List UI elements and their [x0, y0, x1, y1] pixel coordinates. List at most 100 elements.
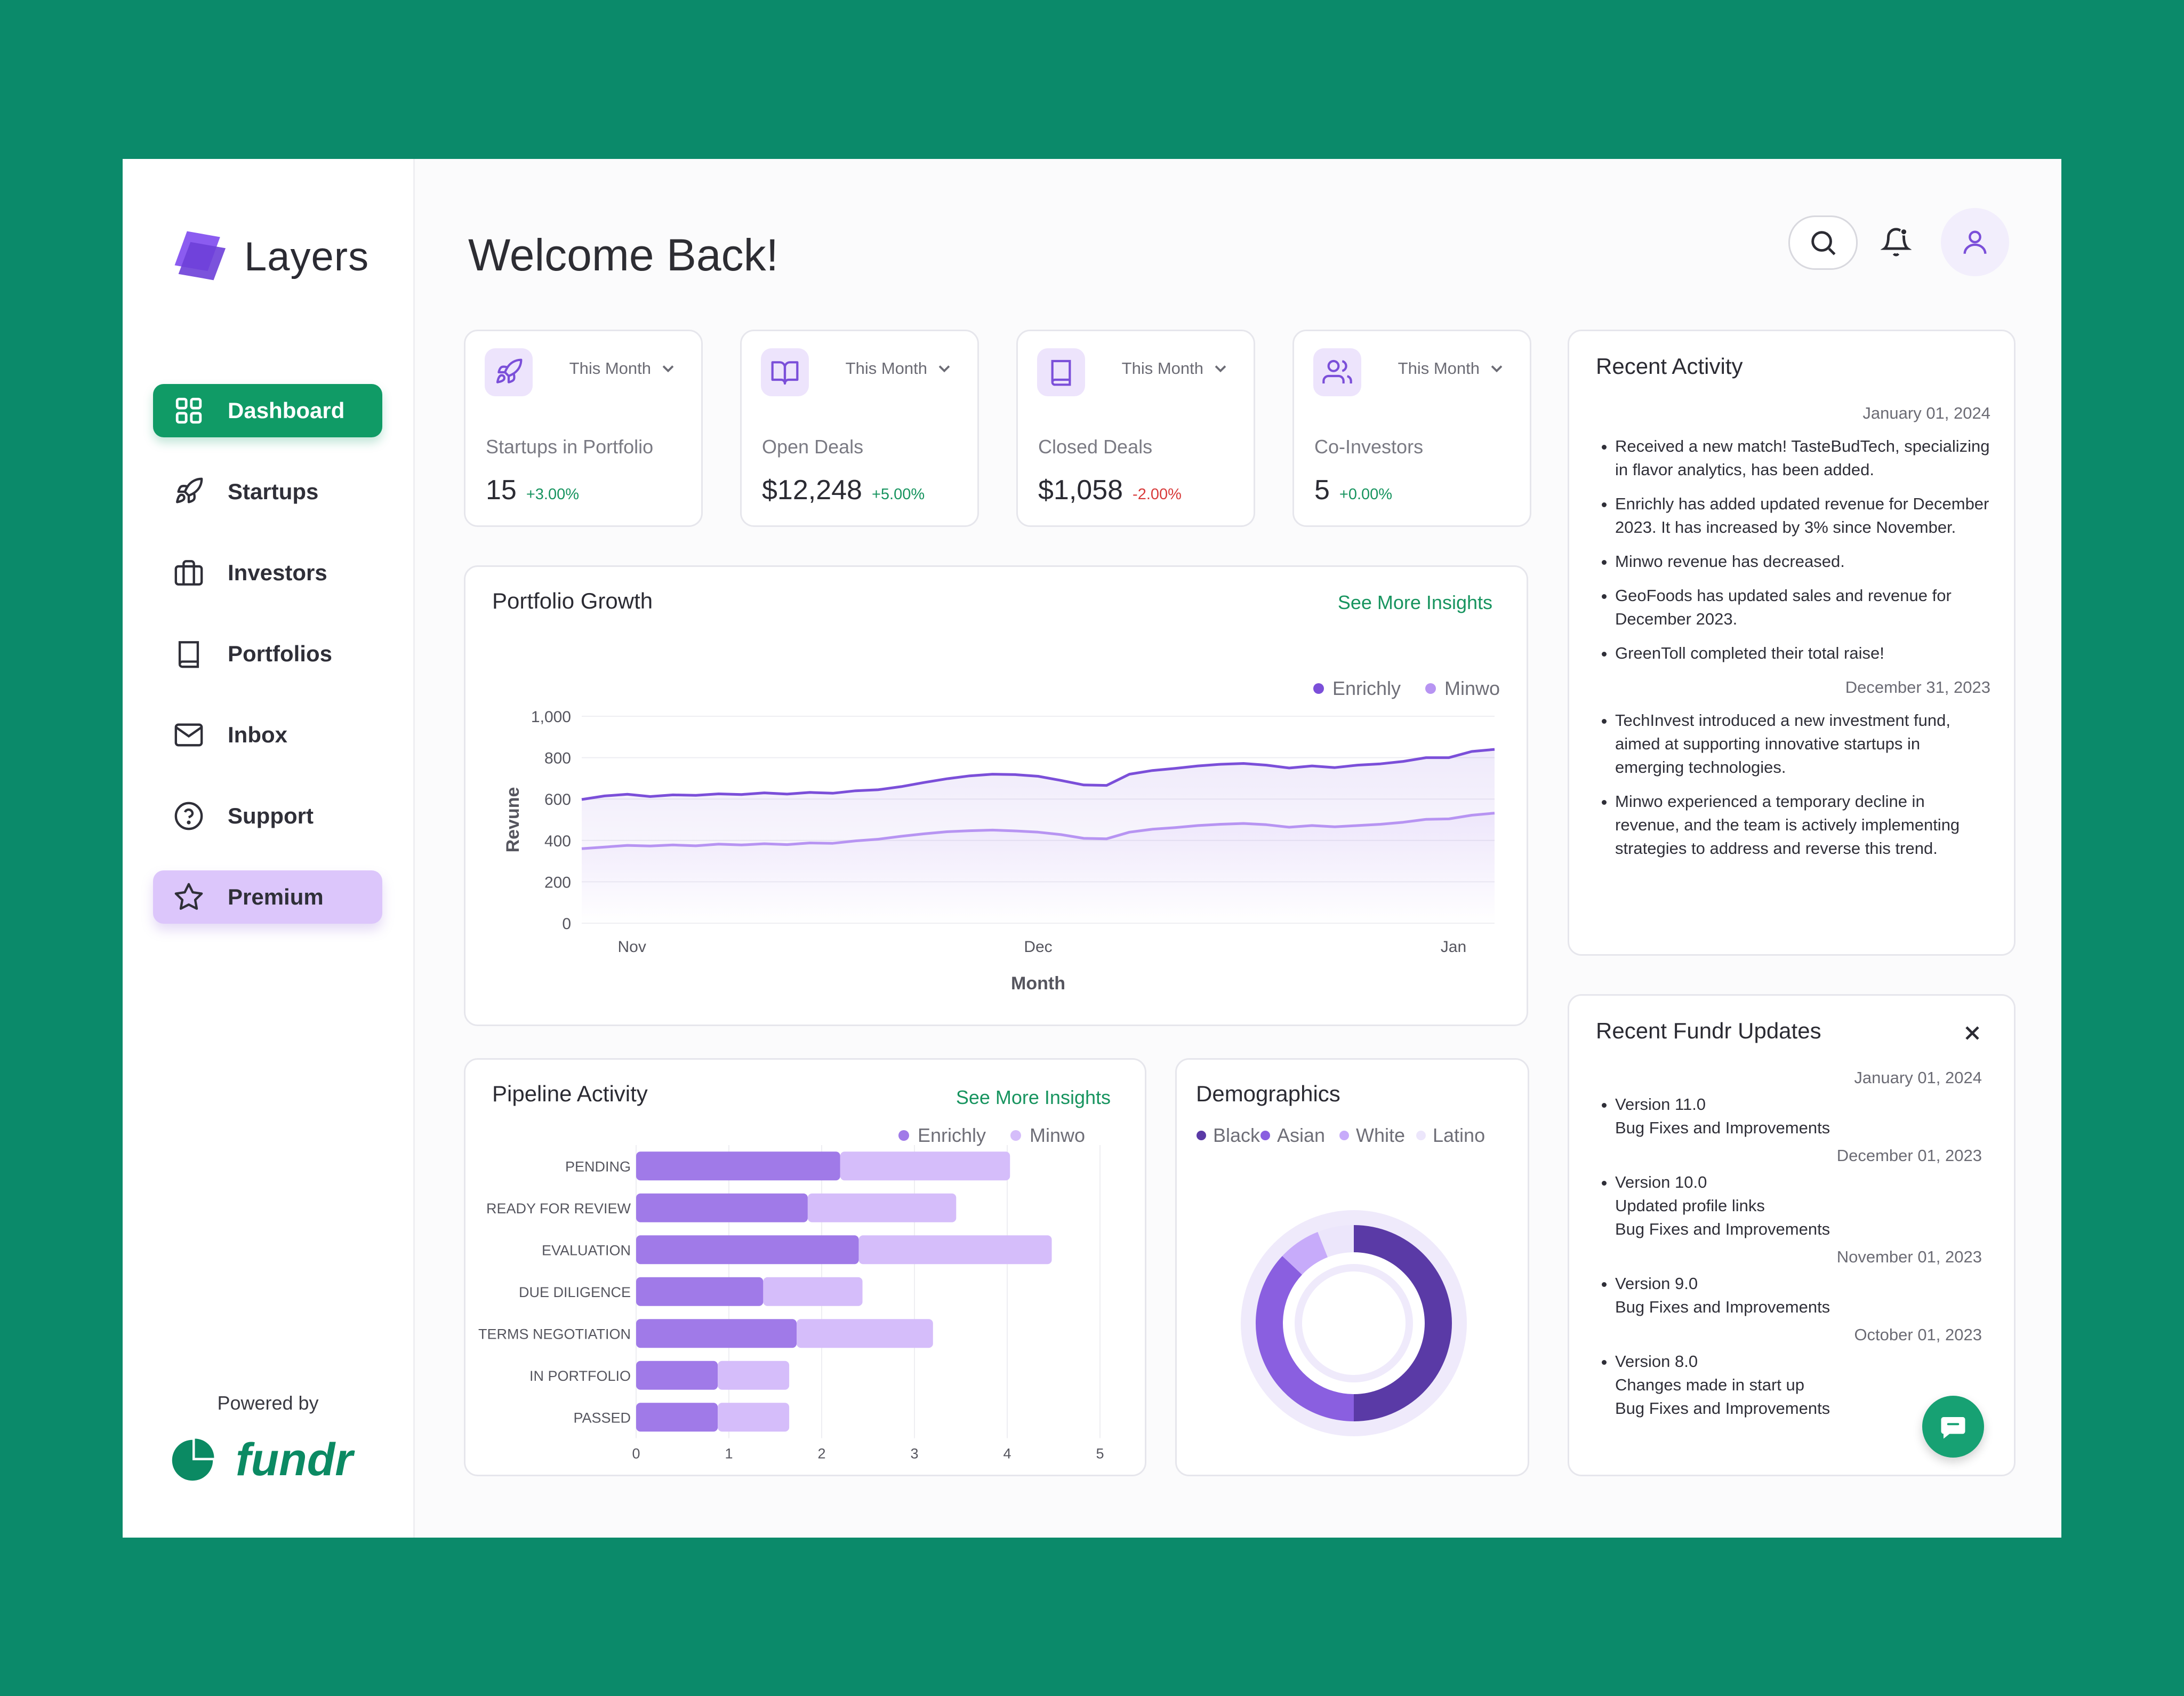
- stat-value: 5: [1314, 475, 1330, 506]
- rocket-icon: [176, 477, 203, 503]
- help-icon: [174, 802, 203, 830]
- category-label: PASSED: [573, 1410, 631, 1426]
- briefcase-icon: [174, 560, 203, 586]
- stat-icon-badge: [761, 348, 809, 396]
- stat-label: Startups in Portfolio: [486, 436, 654, 458]
- update-version: Version 8.0: [1615, 1352, 1698, 1371]
- card-title: Portfolio Growth: [492, 588, 653, 613]
- stat-value-row: 15 +3.00%: [486, 474, 579, 506]
- sidebar-item-investors[interactable]: Investors: [153, 546, 382, 599]
- sidebar-item-startups[interactable]: Startups: [153, 465, 382, 518]
- bar-segment: [636, 1277, 764, 1306]
- stat-card-startups[interactable]: This Month Startups in Portfolio 15 +3.0…: [464, 330, 703, 527]
- y-tick-label: 1,000: [531, 708, 571, 726]
- list-item: Version 10.0 Updated profile links Bug F…: [1615, 1171, 1982, 1241]
- pie-slice: [1282, 1231, 1328, 1275]
- legend-marker: [1339, 1131, 1349, 1140]
- update-note: Bug Fixes and Improvements: [1615, 1118, 1830, 1137]
- sidebar-item-label: Investors: [228, 560, 327, 585]
- sidebar-item-dashboard[interactable]: Dashboard: [153, 384, 382, 437]
- list-item: GreenToll completed their total raise!: [1615, 642, 1990, 665]
- open-book-icon: [771, 361, 799, 385]
- profile-button[interactable]: [1941, 208, 2009, 276]
- update-version: Version 10.0: [1615, 1173, 1707, 1191]
- sidebar-item-inbox[interactable]: Inbox: [153, 708, 382, 762]
- update-date: January 01, 2024: [1854, 1068, 1982, 1087]
- chat-button[interactable]: [1922, 1396, 1984, 1458]
- x-tick-label: 2: [817, 1446, 825, 1462]
- period-dropdown[interactable]: This Month: [846, 359, 954, 378]
- list-item: Minwo revenue has decreased.: [1615, 550, 1990, 573]
- legend-label: White: [1356, 1124, 1405, 1146]
- pie-slice: [1354, 1225, 1452, 1421]
- stat-card-open-deals[interactable]: This Month Open Deals $12,248 +5.00%: [740, 330, 979, 527]
- y-tick-label: 800: [544, 750, 571, 767]
- sidebar-item-support[interactable]: Support: [153, 789, 382, 843]
- notifications-button[interactable]: [1869, 215, 1923, 269]
- layers-logo-icon: [174, 231, 226, 281]
- stat-change: +3.00%: [526, 486, 580, 503]
- stat-label: Co-Investors: [1314, 436, 1424, 458]
- activity-date: December 31, 2023: [1845, 678, 1990, 697]
- stat-change: +5.00%: [871, 486, 925, 503]
- period-dropdown[interactable]: This Month: [1122, 359, 1230, 378]
- sidebar-item-premium[interactable]: Premium: [153, 870, 382, 924]
- rocket-icon: [496, 358, 523, 383]
- period-label: This Month: [1398, 359, 1480, 378]
- search-button[interactable]: [1788, 215, 1858, 270]
- fundr-pie-icon: [172, 1438, 214, 1481]
- pie-slice: [1255, 1256, 1354, 1421]
- fundr-logo[interactable]: fundr: [168, 1434, 353, 1486]
- category-label: IN PORTFOLIO: [529, 1368, 631, 1384]
- fundr-brand: fundr: [236, 1434, 353, 1485]
- sidebar-item-label: Inbox: [228, 722, 287, 747]
- demographics-chart: Black Asian White Latino: [1197, 1124, 1485, 1436]
- chat-bubble-icon: [1941, 1417, 1965, 1439]
- sidebar-item-portfolios[interactable]: Portfolios: [153, 627, 382, 681]
- category-label: PENDING: [565, 1158, 631, 1174]
- bar-segment: [636, 1151, 840, 1181]
- update-note: Bug Fixes and Improvements: [1615, 1399, 1830, 1418]
- update-date: December 01, 2023: [1836, 1146, 1982, 1165]
- update-note: Changes made in start up: [1615, 1375, 1804, 1394]
- legend-marker: [1425, 683, 1436, 694]
- close-icon[interactable]: [1961, 1021, 1984, 1045]
- period-dropdown[interactable]: This Month: [1398, 359, 1506, 378]
- category-label: TERMS NEGOTIATION: [478, 1326, 631, 1342]
- sidebar: Layers Dashboard Startups: [123, 159, 415, 1538]
- card-title: Demographics: [1196, 1081, 1340, 1106]
- brand-logo[interactable]: Layers: [168, 225, 369, 288]
- bar-segment: [636, 1361, 718, 1390]
- star-icon: [174, 883, 203, 910]
- card-title: Recent Activity: [1596, 354, 1743, 379]
- legend-marker: [1416, 1131, 1426, 1140]
- book-icon: [178, 641, 199, 668]
- see-more-insights-link[interactable]: See More Insights: [956, 1086, 1111, 1108]
- period-label: This Month: [569, 359, 651, 378]
- x-tick-label: Dec: [1024, 938, 1052, 956]
- legend-marker: [1313, 683, 1324, 694]
- bar-segment: [807, 1193, 957, 1222]
- activity-list: TechInvest introduced a new investment f…: [1596, 709, 1990, 860]
- bar-segment: [763, 1277, 863, 1306]
- portfolio-growth-chart: 0 200 400 600 800 1,000 Nov Dec Jan Month Revune En…: [503, 677, 1500, 994]
- legend-label: Minwo: [1444, 677, 1500, 699]
- x-tick-label: 5: [1096, 1446, 1104, 1462]
- stat-icon-badge: [1313, 348, 1361, 396]
- page-title: Welcome Back!: [468, 230, 778, 280]
- stat-value-row: 5 +0.00%: [1314, 474, 1392, 506]
- stat-card-co-investors[interactable]: This Month Co-Investors 5 +0.00%: [1292, 330, 1531, 527]
- stat-change: +0.00%: [1339, 486, 1393, 503]
- x-tick-label: 0: [632, 1446, 640, 1462]
- legend-label: Minwo: [1030, 1124, 1085, 1146]
- app-window: Layers Dashboard Startups: [123, 159, 2061, 1538]
- see-more-insights-link[interactable]: See More Insights: [1337, 591, 1492, 613]
- book-icon: [1051, 359, 1071, 386]
- period-dropdown[interactable]: This Month: [569, 359, 678, 378]
- update-version: Version 9.0: [1615, 1274, 1698, 1293]
- update-list: Version 8.0 Changes made in start up Bug…: [1596, 1350, 1982, 1420]
- list-item: Version 11.0 Bug Fixes and Improvements: [1615, 1093, 1982, 1140]
- update-date: November 01, 2023: [1836, 1247, 1982, 1266]
- pie-slice: [1318, 1225, 1354, 1258]
- stat-card-closed-deals[interactable]: This Month Closed Deals $1,058 -2.00%: [1016, 330, 1255, 527]
